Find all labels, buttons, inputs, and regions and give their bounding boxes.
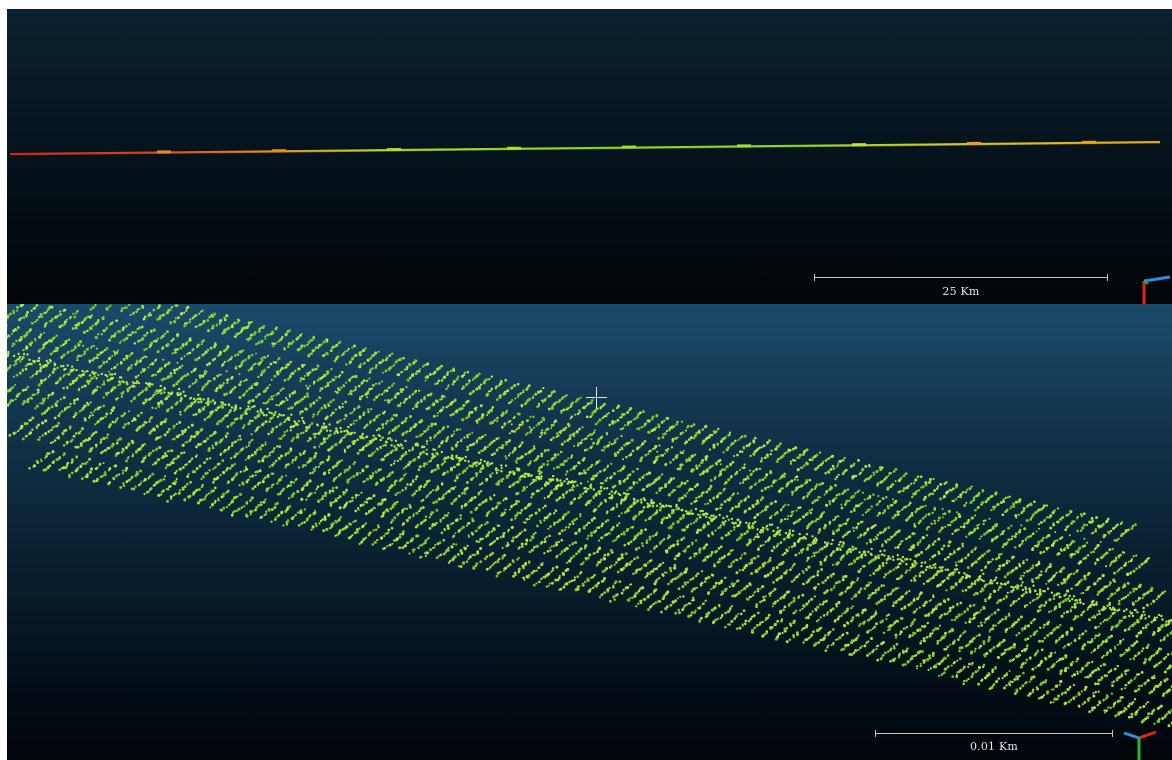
overview-viewport[interactable]: 25 Km xyxy=(7,9,1172,304)
axis-triad-icon xyxy=(1142,275,1171,304)
point-cloud-viewer: 25 Km 0.01 Km xyxy=(7,9,1172,760)
crosshair-icon xyxy=(586,387,607,408)
profile-point-cloud xyxy=(9,140,1161,156)
rail-point-cloud xyxy=(7,304,1172,728)
detail-viewport[interactable]: 0.01 Km xyxy=(7,304,1172,760)
axis-triad-icon xyxy=(1123,730,1157,760)
scale-label: 25 Km xyxy=(942,285,980,298)
scale-label: 0.01 Km xyxy=(969,740,1019,753)
profile-line xyxy=(9,141,1161,155)
